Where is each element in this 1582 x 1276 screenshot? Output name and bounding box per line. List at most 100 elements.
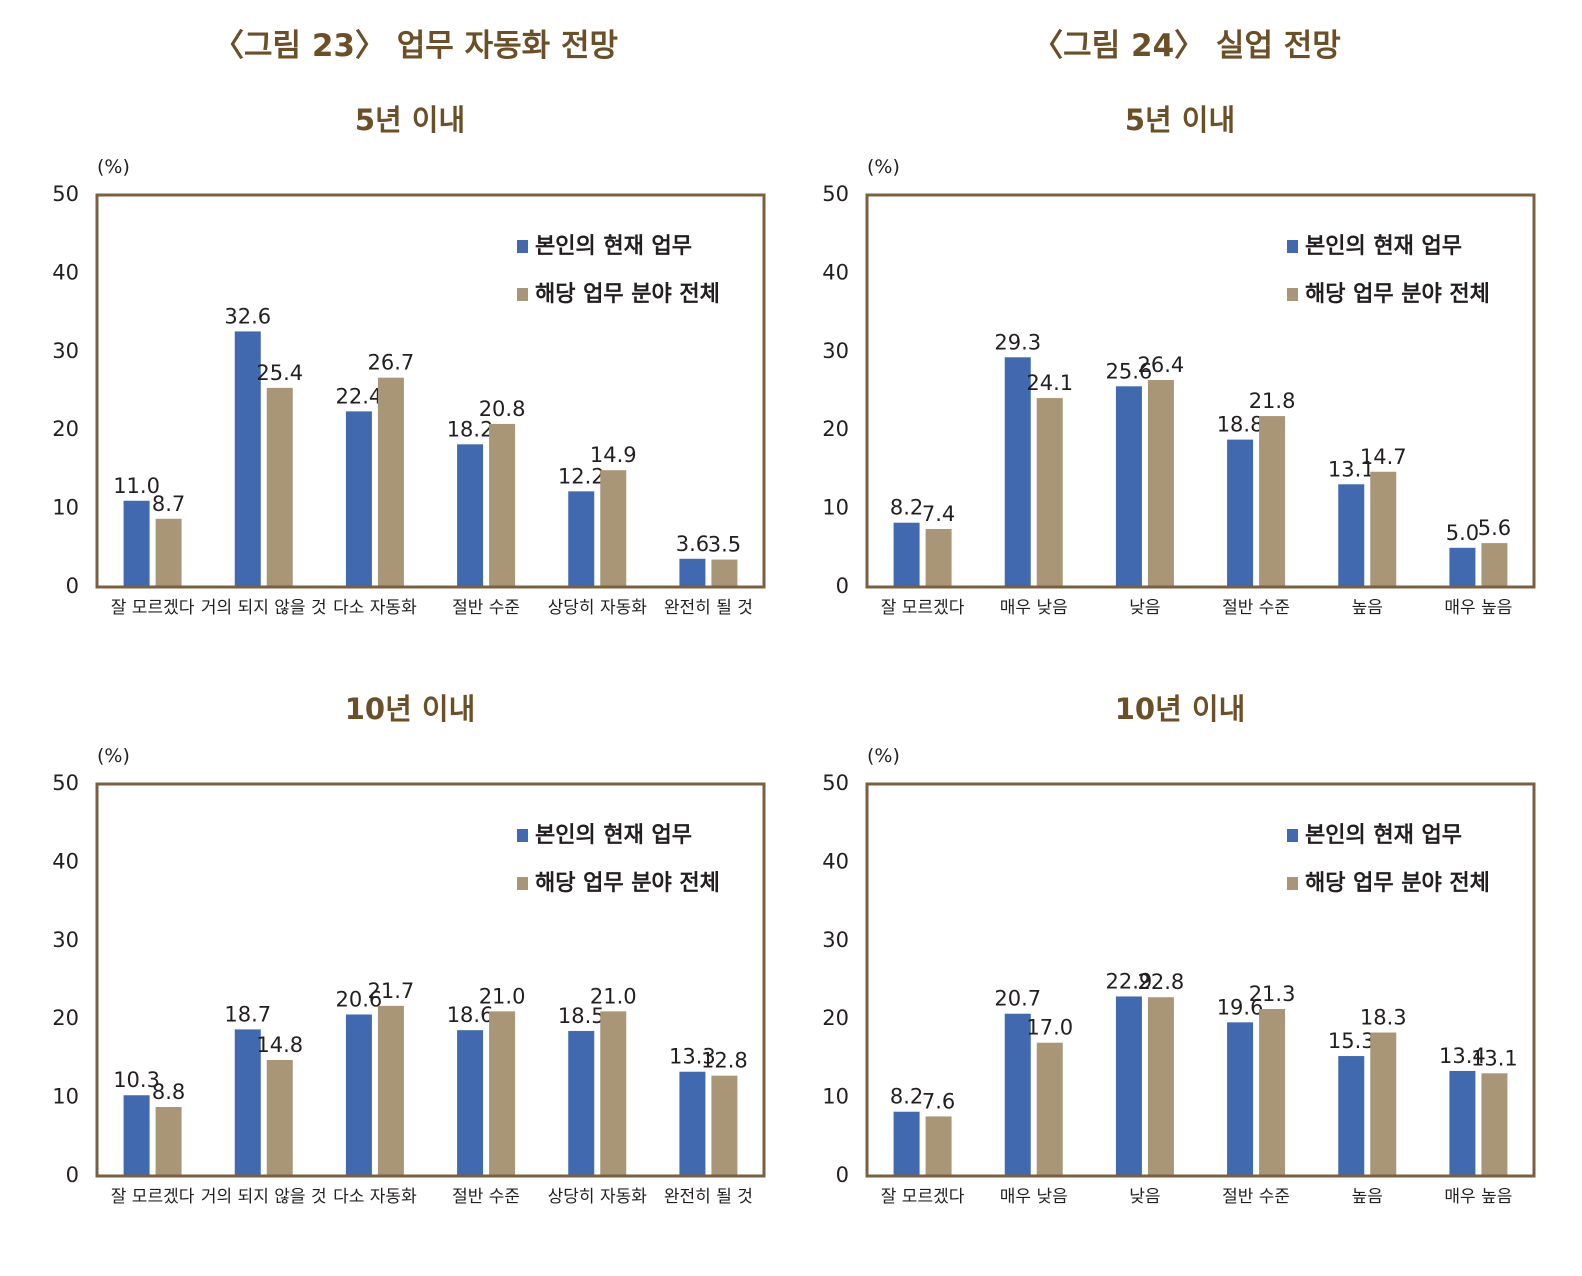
data-label: 18.7: [224, 1002, 271, 1026]
y-tick-label: 30: [822, 339, 849, 363]
bar-own-job: [568, 491, 595, 587]
data-label: 20.6: [336, 987, 383, 1011]
bar-own-job: [893, 1111, 920, 1176]
x-tick-label: 다소 자동화: [333, 1187, 417, 1207]
data-label: 3.6: [676, 532, 709, 556]
y-tick-label: 40: [822, 260, 849, 284]
x-tick-label: 완전히 될 것: [664, 1187, 753, 1207]
data-label: 8.2: [890, 1085, 923, 1109]
data-label: 12.2: [558, 464, 605, 488]
bar-own-job: [893, 522, 920, 587]
bar-own-job: [457, 1030, 484, 1176]
legend-swatch-own-job: [517, 829, 528, 842]
bar-field-overall: [377, 1005, 404, 1176]
data-label: 13.1: [1328, 457, 1375, 481]
legend-label: 해당 업무 분야 전체: [535, 282, 720, 307]
data-label: 22.9: [1106, 969, 1153, 993]
y-tick-label: 20: [52, 1006, 79, 1030]
data-label: 18.3: [1360, 1006, 1407, 1030]
legend-swatch-field-overall: [1287, 288, 1298, 301]
legend-swatch-own-job: [1287, 829, 1298, 842]
data-label: 8.8: [152, 1080, 185, 1104]
bar-field-overall: [155, 518, 182, 587]
bar-field-overall: [1259, 416, 1286, 587]
data-label: 21.7: [368, 979, 415, 1003]
chart-title: 10년 이내: [345, 692, 476, 726]
y-tick-label: 0: [836, 1163, 849, 1187]
y-tick-label: 20: [822, 417, 849, 441]
bar-field-overall: [925, 528, 952, 587]
data-label: 26.4: [1138, 353, 1185, 377]
bar-own-job: [568, 1030, 595, 1176]
bar-own-job: [1449, 1070, 1476, 1176]
x-tick-label: 잘 모르겠다: [881, 1187, 965, 1207]
data-label: 5.0: [1446, 521, 1479, 545]
data-label: 5.6: [1478, 516, 1511, 540]
y-tick-label: 50: [822, 771, 849, 795]
x-tick-label: 절반 수준: [1222, 598, 1290, 618]
bar-field-overall: [600, 470, 627, 587]
bar-field-overall: [1370, 471, 1397, 587]
bar-field-overall: [1036, 1042, 1063, 1176]
legend-label: 본인의 현재 업무: [535, 823, 692, 848]
data-label: 13.1: [1471, 1046, 1518, 1070]
plot-frame: [865, 782, 1536, 1178]
data-label: 22.4: [336, 384, 383, 408]
y-tick-label: 10: [822, 1085, 849, 1109]
legend-swatch-own-job: [517, 240, 528, 253]
bar-field-overall: [155, 1107, 182, 1176]
data-label: 15.3: [1328, 1029, 1375, 1053]
x-tick-label: 높음: [1352, 598, 1383, 618]
unit-label: (%): [97, 745, 130, 767]
bar-field-overall: [1147, 997, 1174, 1176]
legend-label: 해당 업무 분야 전체: [1305, 282, 1490, 307]
x-tick-label: 낮음: [1129, 598, 1160, 618]
bar-own-job: [679, 558, 706, 587]
bar-field-overall: [489, 1011, 516, 1176]
data-label: 22.8: [1138, 970, 1185, 994]
data-label: 8.7: [152, 492, 185, 516]
y-tick-label: 50: [822, 182, 849, 206]
x-tick-label: 완전히 될 것: [664, 598, 753, 618]
data-label: 14.7: [1360, 445, 1407, 469]
legend-label: 해당 업무 분야 전체: [1305, 871, 1490, 896]
y-tick-label: 40: [52, 849, 79, 873]
legend-swatch-field-overall: [1287, 877, 1298, 890]
legend-swatch-field-overall: [517, 288, 528, 301]
bar-field-overall: [1481, 543, 1508, 587]
y-tick-label: 50: [52, 771, 79, 795]
x-tick-label: 매우 높음: [1444, 1187, 1512, 1207]
data-label: 8.2: [890, 496, 923, 520]
bar-own-job: [1449, 547, 1476, 587]
y-tick-label: 0: [66, 1163, 79, 1187]
x-tick-label: 낮음: [1129, 1187, 1160, 1207]
chart-title: 10년 이내: [1115, 692, 1246, 726]
legend-label: 본인의 현재 업무: [1305, 823, 1462, 848]
data-label: 19.6: [1217, 995, 1264, 1019]
bar-own-job: [1004, 357, 1031, 587]
x-tick-label: 매우 낮음: [1000, 1187, 1068, 1207]
data-label: 13.4: [1439, 1044, 1486, 1068]
plot-frame: [95, 193, 766, 589]
data-label: 7.6: [922, 1089, 955, 1113]
bar-field-overall: [925, 1116, 952, 1176]
x-tick-label: 거의 되지 않을 것: [201, 1187, 327, 1207]
bar-own-job: [345, 1014, 372, 1176]
x-tick-label: 거의 되지 않을 것: [201, 598, 327, 618]
x-tick-label: 다소 자동화: [333, 598, 417, 618]
data-label: 25.4: [256, 361, 303, 385]
data-label: 21.8: [1249, 389, 1296, 413]
bar-field-overall: [377, 377, 404, 587]
bar-own-job: [1338, 484, 1365, 587]
y-tick-label: 30: [52, 339, 79, 363]
x-tick-label: 절반 수준: [1222, 1187, 1290, 1207]
bar-own-job: [1227, 439, 1254, 587]
unit-label: (%): [867, 745, 900, 767]
bar-own-job: [345, 411, 372, 587]
bar-field-overall: [711, 559, 738, 587]
bar-field-overall: [489, 423, 516, 587]
data-label: 25.6: [1106, 359, 1153, 383]
data-label: 20.8: [479, 397, 526, 421]
bar-own-job: [1004, 1013, 1031, 1176]
